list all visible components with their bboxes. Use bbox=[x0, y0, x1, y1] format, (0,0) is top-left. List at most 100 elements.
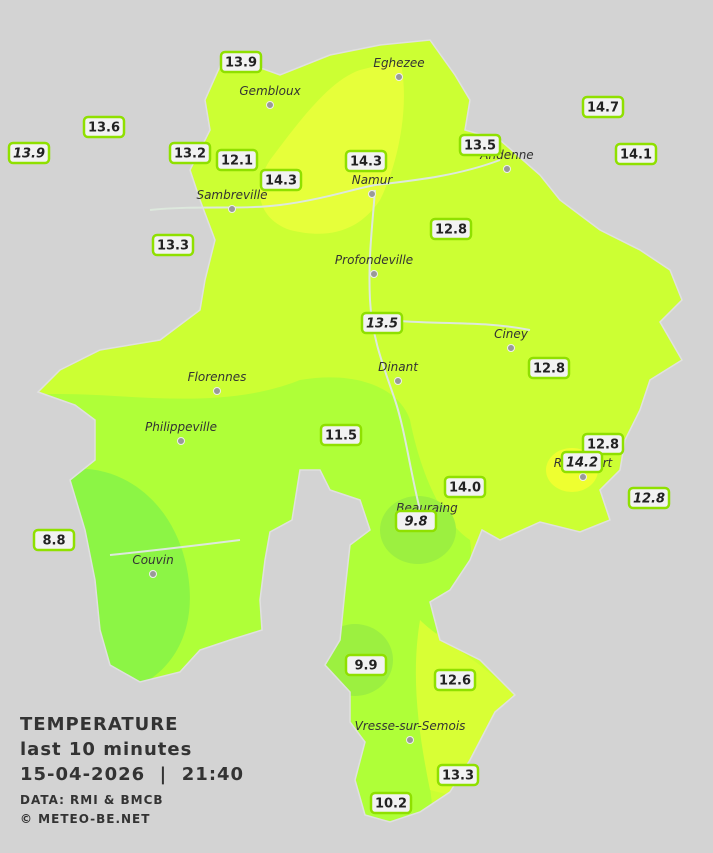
station-value: 12.1 bbox=[221, 154, 253, 169]
station-value: 9.9 bbox=[354, 659, 377, 674]
station: 14.0 bbox=[443, 475, 487, 499]
town-dot bbox=[266, 101, 274, 109]
station-value: 13.3 bbox=[157, 239, 189, 254]
station-box bbox=[560, 450, 604, 474]
station: 8.8 bbox=[32, 528, 76, 552]
station-value: 12.8 bbox=[633, 492, 665, 507]
station: 14.2 bbox=[560, 450, 604, 474]
station-box bbox=[360, 311, 404, 335]
station-value: 12.8 bbox=[587, 438, 619, 453]
town-label: Ciney bbox=[494, 327, 529, 341]
station: 14.1 bbox=[614, 142, 658, 166]
station: 12.6 bbox=[433, 668, 477, 692]
station-box bbox=[527, 356, 571, 380]
station: 13.3 bbox=[436, 763, 480, 787]
station-box bbox=[319, 423, 363, 447]
station-box bbox=[394, 509, 438, 533]
station-value: 13.5 bbox=[366, 317, 398, 332]
station: 13.2 bbox=[168, 141, 212, 165]
station-box bbox=[581, 432, 625, 456]
rivers bbox=[109, 159, 531, 556]
town-label: Eghezee bbox=[373, 56, 424, 70]
station-box bbox=[458, 133, 502, 157]
station-value: 14.2 bbox=[566, 456, 598, 471]
town-dot bbox=[177, 437, 185, 445]
station-value: 9.8 bbox=[404, 515, 427, 530]
station-value: 13.9 bbox=[225, 56, 257, 71]
town-label: Sambreville bbox=[196, 188, 267, 202]
station: 13.5 bbox=[360, 311, 404, 335]
town-label: Gembloux bbox=[239, 84, 301, 98]
station-value: 12.8 bbox=[533, 362, 565, 377]
town-dot bbox=[406, 736, 414, 744]
station: 13.9 bbox=[219, 50, 263, 74]
station: 13.6 bbox=[82, 115, 126, 139]
station-box bbox=[433, 668, 477, 692]
station-value: 13.6 bbox=[88, 121, 120, 136]
station: 13.9 bbox=[7, 141, 51, 165]
station-box bbox=[215, 148, 259, 172]
legend-title: TEMPERATURE bbox=[20, 714, 178, 735]
town-dot bbox=[228, 205, 236, 213]
station: 13.3 bbox=[151, 233, 195, 257]
station-box bbox=[614, 142, 658, 166]
station-box bbox=[344, 149, 388, 173]
station: 14.7 bbox=[581, 95, 625, 119]
town-dot bbox=[579, 473, 587, 481]
town-dot bbox=[503, 165, 511, 173]
town-label: Philippeville bbox=[145, 420, 217, 434]
station: 10.2 bbox=[369, 791, 413, 815]
station-value: 11.5 bbox=[325, 429, 357, 444]
station-box bbox=[627, 486, 671, 510]
town-dot bbox=[395, 73, 403, 81]
station-value: 14.3 bbox=[265, 174, 297, 189]
station-box bbox=[429, 217, 473, 241]
town-label: Florennes bbox=[188, 370, 247, 384]
town-label: Profondeville bbox=[335, 253, 413, 267]
station-value: 14.0 bbox=[449, 481, 481, 496]
town-dot bbox=[370, 270, 378, 278]
station-box bbox=[151, 233, 195, 257]
station-box bbox=[443, 475, 487, 499]
station: 11.5 bbox=[319, 423, 363, 447]
station: 9.9 bbox=[344, 653, 388, 677]
station-box bbox=[82, 115, 126, 139]
station-box bbox=[168, 141, 212, 165]
station-value: 14.3 bbox=[350, 155, 382, 170]
legend-period: last 10 minutes bbox=[20, 739, 192, 760]
station-box bbox=[344, 653, 388, 677]
station: 9.8 bbox=[394, 509, 438, 533]
town-dot bbox=[149, 570, 157, 578]
station: 12.8 bbox=[627, 486, 671, 510]
station-box bbox=[7, 141, 51, 165]
station: 12.8 bbox=[581, 432, 625, 456]
legend-credit: © METEO-BE.NET bbox=[20, 812, 150, 826]
station: 13.5 bbox=[458, 133, 502, 157]
station-value: 10.2 bbox=[375, 797, 407, 812]
station: 12.8 bbox=[527, 356, 571, 380]
town-label: Vresse-sur-Semois bbox=[355, 719, 466, 733]
town-dot bbox=[368, 190, 376, 198]
town-label: Couvin bbox=[132, 553, 173, 567]
legend-datetime: 15-04-2026 | 21:40 bbox=[20, 764, 244, 785]
town-dot bbox=[507, 344, 515, 352]
station-box bbox=[219, 50, 263, 74]
station-box bbox=[259, 168, 303, 192]
station-box bbox=[581, 95, 625, 119]
station-box bbox=[369, 791, 413, 815]
station-box bbox=[32, 528, 76, 552]
station-value: 12.8 bbox=[435, 223, 467, 238]
town-label: Namur bbox=[352, 173, 394, 187]
station: 14.3 bbox=[344, 149, 388, 173]
station-value: 8.8 bbox=[42, 534, 65, 549]
legend-source: DATA: RMI & BMCB bbox=[20, 793, 164, 807]
station: 12.8 bbox=[429, 217, 473, 241]
station-box bbox=[436, 763, 480, 787]
town-dot bbox=[394, 377, 402, 385]
station-value: 13.5 bbox=[464, 139, 496, 154]
station-value: 13.9 bbox=[13, 147, 45, 162]
town-label: Dinant bbox=[378, 360, 419, 374]
station-value: 13.2 bbox=[174, 147, 206, 162]
station-value: 14.7 bbox=[587, 101, 619, 116]
